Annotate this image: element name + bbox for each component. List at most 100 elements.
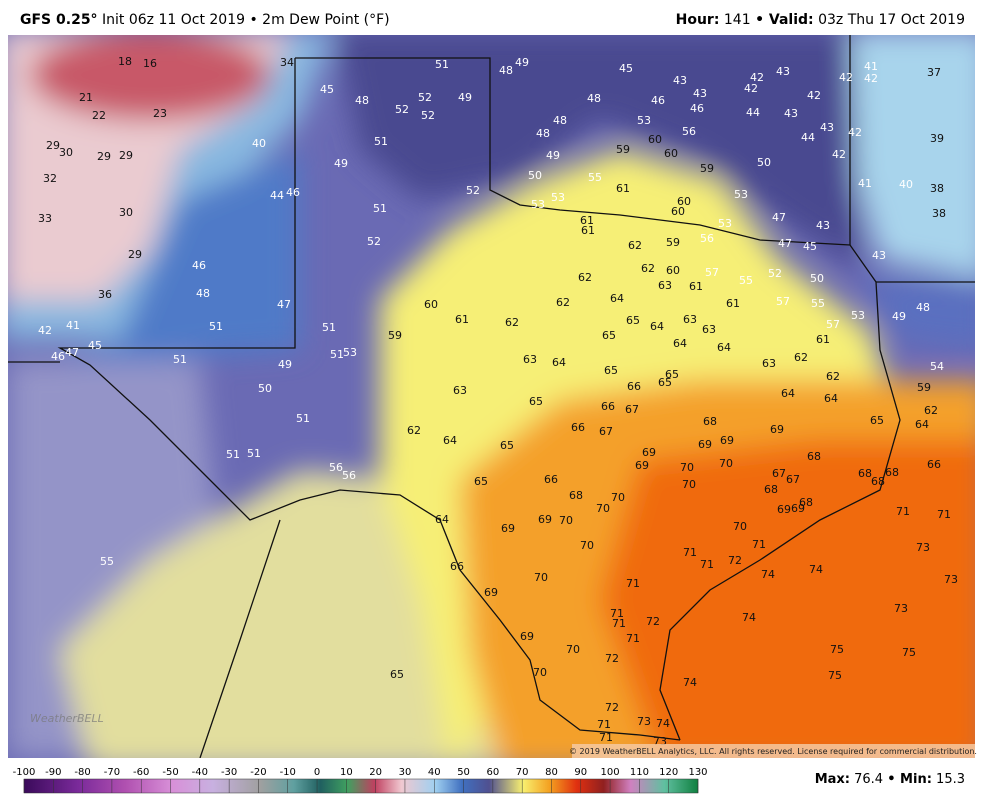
dewpoint-label: 67 — [772, 467, 786, 480]
dewpoint-label: 29 — [46, 139, 60, 152]
colorbar-tick-label: 10 — [340, 767, 353, 778]
dewpoint-label: 73 — [944, 573, 958, 586]
dewpoint-label: 62 — [826, 370, 840, 383]
dewpoint-label: 71 — [683, 546, 697, 559]
dewpoint-label: 56 — [329, 461, 343, 474]
dewpoint-label: 60 — [424, 298, 438, 311]
dewpoint-label: 44 — [746, 106, 760, 119]
dewpoint-label: 69 — [720, 434, 734, 447]
dewpoint-label: 51 — [330, 348, 344, 361]
dewpoint-label: 69 — [698, 438, 712, 451]
colorbar-tick-label: 90 — [574, 767, 587, 778]
colorbar-ticks: -100 -90 -80 -70 -60 -50 -40 -30 -20 -10 0 10 20 30 40… — [13, 767, 708, 793]
colorbar-tick-label: 50 — [457, 767, 470, 778]
dewpoint-label: 68 — [799, 496, 813, 509]
colorbar-tick-label: -50 — [162, 767, 178, 778]
dewpoint-label: 52 — [421, 109, 435, 122]
dewpoint-label: 65 — [626, 314, 640, 327]
dewpoint-label: 64 — [610, 292, 624, 305]
dewpoint-label: 62 — [556, 296, 570, 309]
colorbar-tick-label: 40 — [428, 767, 441, 778]
dewpoint-label: 51 — [226, 448, 240, 461]
copyright-bg — [572, 744, 975, 758]
dewpoint-label: 33 — [38, 212, 52, 225]
dewpoint-label: 50 — [810, 272, 824, 285]
dewpoint-label: 69 — [538, 513, 552, 526]
dewpoint-label: 57 — [705, 266, 719, 279]
dewpoint-label: 52 — [418, 91, 432, 104]
dewpoint-label: 74 — [656, 717, 670, 730]
dewpoint-label: 72 — [646, 615, 660, 628]
dewpoint-label: 63 — [658, 279, 672, 292]
dewpoint-label: 71 — [599, 731, 613, 744]
dewpoint-label: 70 — [611, 491, 625, 504]
dewpoint-label: 60 — [664, 147, 678, 160]
max-label: Max: — [814, 772, 850, 787]
dewpoint-label: 70 — [682, 478, 696, 491]
dewpoint-label: 43 — [776, 65, 790, 78]
dewpoint-label: 69 — [501, 522, 515, 535]
dewpoint-label: 60 — [671, 205, 685, 218]
dewpoint-label: 43 — [816, 219, 830, 232]
dewpoint-label: 53 — [551, 191, 565, 204]
dewpoint-label: 43 — [673, 74, 687, 87]
colorbar-tick-label: -90 — [45, 767, 61, 778]
dewpoint-label: 56 — [342, 469, 356, 482]
dewpoint-label: 68 — [871, 475, 885, 488]
colorbar-tick-label: -100 — [13, 767, 36, 778]
dewpoint-label: 66 — [544, 473, 558, 486]
dewpoint-label: 62 — [924, 404, 938, 417]
dewpoint-label: 51 — [373, 202, 387, 215]
dewpoint-label: 30 — [59, 146, 73, 159]
dewpoint-label: 44 — [270, 189, 284, 202]
dewpoint-label: 42 — [832, 148, 846, 161]
dewpoint-label: 42 — [807, 89, 821, 102]
dewpoint-label: 75 — [902, 646, 916, 659]
dewpoint-label: 29 — [128, 248, 142, 261]
dewpoint-label: 60 — [677, 195, 691, 208]
dewpoint-label: 50 — [258, 382, 272, 395]
dewpoint-label: 65 — [870, 414, 884, 427]
dewpoint-label: 53 — [718, 217, 732, 230]
dewpoint-label: 48 — [587, 92, 601, 105]
dewpoint-label: 63 — [702, 323, 716, 336]
dewpoint-label: 72 — [728, 554, 742, 567]
dewpoint-label: 38 — [930, 182, 944, 195]
dewpoint-label: 70 — [596, 502, 610, 515]
dewpoint-label: 39 — [930, 132, 944, 145]
dewpoint-label: 64 — [717, 341, 731, 354]
dewpoint-label: 49 — [892, 310, 906, 323]
dewpoint-label: 55 — [739, 274, 753, 287]
logo: WeatherBELL — [30, 712, 104, 725]
dewpoint-label: 64 — [781, 387, 795, 400]
dewpoint-label: 42 — [839, 71, 853, 84]
dewpoint-label: 47 — [772, 211, 786, 224]
dewpoint-label: 75 — [830, 643, 844, 656]
dewpoint-label: 53 — [734, 188, 748, 201]
dewpoint-label: 47 — [778, 237, 792, 250]
dewpoint-label: 51 — [247, 447, 261, 460]
dewpoint-label: 69 — [770, 423, 784, 436]
dewpoint-label: 52 — [768, 267, 782, 280]
dewpoint-label: 70 — [534, 571, 548, 584]
dewpoint-label: 32 — [43, 172, 57, 185]
dewpoint-label: 50 — [528, 169, 542, 182]
dewpoint-label: 57 — [826, 318, 840, 331]
dewpoint-label: 42 — [38, 324, 52, 337]
dewpoint-label: 71 — [896, 505, 910, 518]
dewpoint-label: 71 — [612, 617, 626, 630]
dewpoint-label: 53 — [343, 346, 357, 359]
dewpoint-label: 38 — [932, 207, 946, 220]
colorbar-tick-label: -40 — [192, 767, 208, 778]
dewpoint-label: 48 — [553, 114, 567, 127]
dewpoint-label: 68 — [764, 483, 778, 496]
dewpoint-label: 62 — [578, 271, 592, 284]
model: GFS 0.25° — [20, 12, 98, 28]
dewpoint-label: 74 — [809, 563, 823, 576]
dewpoint-label: 67 — [786, 473, 800, 486]
dewpoint-label: 69 — [484, 586, 498, 599]
header-right: Hour: 141 • Valid: 03z Thu 17 Oct 2019 — [676, 12, 965, 28]
dewpoint-label: 71 — [752, 538, 766, 551]
dewpoint-label: 49 — [334, 157, 348, 170]
